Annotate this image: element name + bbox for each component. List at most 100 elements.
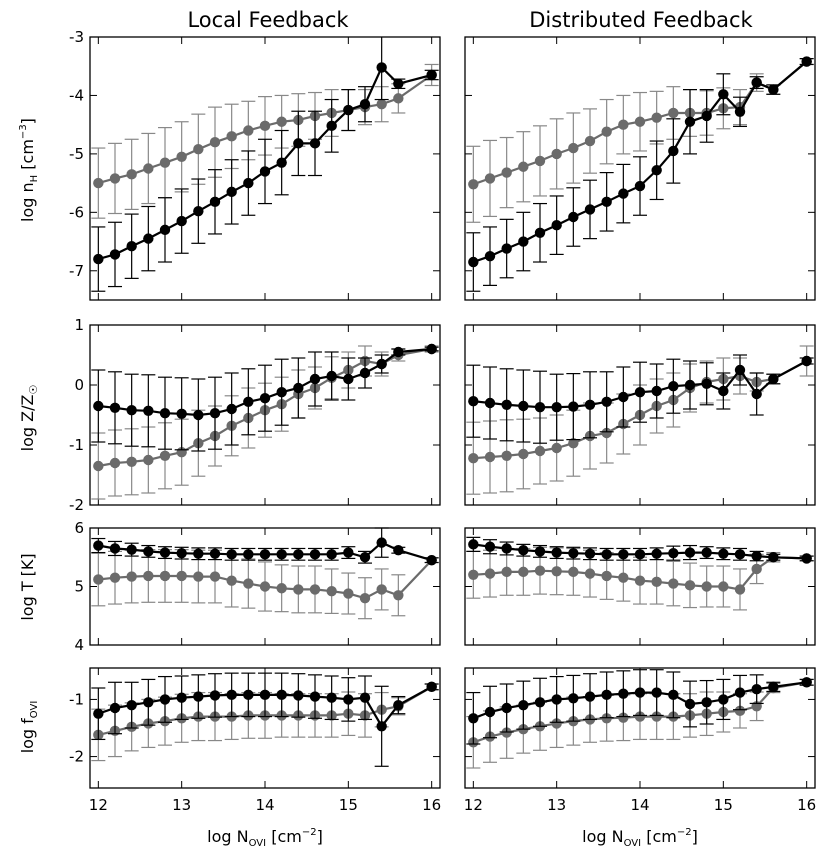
column-title-local: Local Feedback	[187, 8, 349, 32]
data-point	[801, 355, 812, 367]
data-point	[701, 110, 712, 122]
data-point	[468, 453, 479, 464]
data-point	[293, 690, 304, 701]
data-point	[159, 450, 171, 461]
data-point	[634, 711, 646, 722]
panel-density-distributed	[464, 36, 816, 301]
data-point	[484, 250, 496, 262]
x-tick-label: 12	[89, 796, 108, 814]
data-point	[634, 387, 646, 398]
data-point	[309, 691, 321, 702]
data-point	[801, 553, 812, 564]
data-point	[276, 583, 287, 594]
data-point	[534, 155, 546, 167]
data-point	[326, 370, 337, 382]
data-point	[176, 570, 187, 582]
data-point	[601, 126, 612, 137]
data-point	[176, 408, 187, 419]
data-point	[143, 405, 154, 416]
data-point	[109, 457, 121, 469]
data-point	[534, 565, 546, 576]
data-point	[501, 167, 512, 178]
data-point	[701, 581, 712, 592]
x-axis-label-right: log NOVI [cm−2]	[582, 827, 698, 849]
data-point	[309, 373, 321, 385]
series-black	[91, 527, 439, 566]
data-point	[376, 584, 387, 595]
data-point	[126, 405, 137, 416]
x-tick-label: 12	[464, 796, 483, 814]
data-point	[718, 385, 729, 397]
data-point	[651, 112, 662, 123]
data-point	[568, 401, 579, 412]
y-tick-label: -3	[69, 28, 84, 46]
data-point	[276, 157, 287, 168]
data-point	[176, 692, 187, 703]
y-tick-label: 1	[74, 316, 84, 334]
data-point	[376, 99, 387, 110]
data-point	[718, 581, 729, 592]
data-point	[601, 570, 612, 582]
panel-density-local: -7 -6 -5 -4 -3	[69, 28, 441, 301]
y-tick-label: 5	[74, 578, 84, 596]
data-point	[109, 543, 121, 554]
data-point	[276, 549, 287, 560]
data-point	[551, 547, 562, 558]
data-point	[343, 547, 354, 558]
data-point	[584, 691, 596, 702]
data-point	[259, 689, 271, 701]
data-point	[209, 137, 221, 148]
y-tick-label: -1	[69, 436, 84, 454]
data-point	[568, 693, 579, 704]
panel-metallicity-local: -2 -1 0 1	[69, 316, 441, 514]
data-point	[501, 543, 512, 554]
data-point	[668, 381, 679, 392]
data-point	[618, 119, 629, 130]
data-point	[293, 584, 304, 595]
data-point	[601, 396, 612, 407]
data-point	[651, 385, 662, 397]
data-point	[601, 549, 612, 560]
data-point	[618, 188, 629, 199]
data-point	[126, 699, 137, 711]
y-tick-label: 0	[74, 376, 84, 394]
data-point	[143, 546, 154, 557]
data-point	[651, 576, 662, 588]
data-point	[568, 547, 579, 559]
y-tick-label: -2	[69, 748, 84, 766]
data-point	[618, 712, 629, 723]
series-black	[466, 56, 814, 292]
data-point	[468, 569, 479, 580]
data-point	[601, 427, 612, 439]
data-point	[618, 688, 629, 699]
data-point	[193, 548, 204, 559]
panel-metallicity-distributed	[464, 324, 816, 506]
data-point	[751, 563, 762, 575]
data-point	[159, 570, 171, 582]
data-point	[718, 89, 729, 100]
data-point	[568, 142, 579, 154]
series-black	[91, 672, 439, 767]
data-point	[534, 697, 546, 708]
data-point	[568, 211, 579, 223]
data-point	[259, 120, 271, 132]
data-point	[734, 687, 746, 698]
data-point	[668, 547, 679, 559]
data-point	[501, 566, 512, 578]
data-point	[426, 681, 437, 693]
data-point	[551, 402, 562, 413]
data-point	[109, 249, 121, 260]
data-point	[551, 694, 562, 705]
series-black	[466, 354, 814, 444]
data-point	[209, 408, 221, 419]
data-point	[176, 151, 187, 163]
data-point	[618, 572, 629, 583]
data-point	[309, 549, 321, 560]
data-point	[734, 705, 746, 717]
data-point	[751, 77, 762, 88]
data-point	[109, 173, 121, 184]
data-point	[193, 571, 204, 582]
data-point	[276, 116, 287, 127]
data-point	[159, 694, 171, 705]
data-point	[93, 177, 104, 189]
